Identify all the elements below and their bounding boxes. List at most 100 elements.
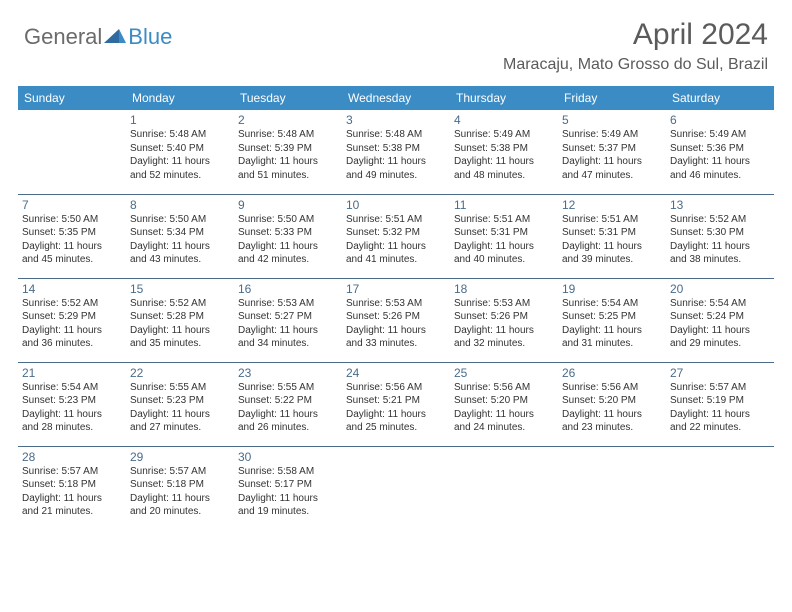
day-info-line: Daylight: 11 hours: [22, 492, 122, 506]
day-info-line: Sunrise: 5:50 AM: [22, 213, 122, 227]
day-info-line: Daylight: 11 hours: [346, 240, 446, 254]
day-info-line: Sunset: 5:31 PM: [454, 226, 554, 240]
calendar-row: 1Sunrise: 5:48 AMSunset: 5:40 PMDaylight…: [18, 110, 774, 194]
day-info-line: Daylight: 11 hours: [454, 408, 554, 422]
day-info-line: Sunset: 5:32 PM: [346, 226, 446, 240]
weekday-header: Sunday: [18, 86, 126, 110]
calendar-row: 28Sunrise: 5:57 AMSunset: 5:18 PMDayligh…: [18, 446, 774, 530]
day-info-line: Sunset: 5:33 PM: [238, 226, 338, 240]
day-info-line: Sunrise: 5:49 AM: [454, 128, 554, 142]
day-info-line: Sunrise: 5:58 AM: [238, 465, 338, 479]
day-info-line: Sunset: 5:36 PM: [670, 142, 770, 156]
day-number: 25: [454, 366, 554, 380]
day-number: 24: [346, 366, 446, 380]
day-number: 9: [238, 198, 338, 212]
calendar-cell: 16Sunrise: 5:53 AMSunset: 5:27 PMDayligh…: [234, 278, 342, 362]
day-info: Sunrise: 5:56 AMSunset: 5:20 PMDaylight:…: [562, 381, 662, 435]
day-info-line: and 46 minutes.: [670, 169, 770, 183]
day-info-line: Daylight: 11 hours: [454, 155, 554, 169]
weekday-header: Thursday: [450, 86, 558, 110]
day-number: 11: [454, 198, 554, 212]
calendar-cell: 29Sunrise: 5:57 AMSunset: 5:18 PMDayligh…: [126, 446, 234, 530]
day-info-line: Sunrise: 5:54 AM: [22, 381, 122, 395]
calendar-cell: 23Sunrise: 5:55 AMSunset: 5:22 PMDayligh…: [234, 362, 342, 446]
day-number: 23: [238, 366, 338, 380]
calendar-cell: 1Sunrise: 5:48 AMSunset: 5:40 PMDaylight…: [126, 110, 234, 194]
calendar-cell: 18Sunrise: 5:53 AMSunset: 5:26 PMDayligh…: [450, 278, 558, 362]
day-number: 21: [22, 366, 122, 380]
calendar-table: Sunday Monday Tuesday Wednesday Thursday…: [18, 86, 774, 530]
day-info-line: Daylight: 11 hours: [238, 408, 338, 422]
day-info-line: Sunrise: 5:50 AM: [238, 213, 338, 227]
day-info: Sunrise: 5:53 AMSunset: 5:27 PMDaylight:…: [238, 297, 338, 351]
day-info-line: Sunset: 5:25 PM: [562, 310, 662, 324]
day-number: 1: [130, 113, 230, 127]
day-info-line: Sunrise: 5:53 AM: [238, 297, 338, 311]
day-info: Sunrise: 5:49 AMSunset: 5:36 PMDaylight:…: [670, 128, 770, 182]
day-info-line: Sunset: 5:35 PM: [22, 226, 122, 240]
day-info: Sunrise: 5:57 AMSunset: 5:19 PMDaylight:…: [670, 381, 770, 435]
day-info: Sunrise: 5:56 AMSunset: 5:20 PMDaylight:…: [454, 381, 554, 435]
day-info-line: Sunset: 5:37 PM: [562, 142, 662, 156]
day-info-line: and 42 minutes.: [238, 253, 338, 267]
day-info-line: and 24 minutes.: [454, 421, 554, 435]
day-info-line: and 28 minutes.: [22, 421, 122, 435]
day-info-line: and 40 minutes.: [454, 253, 554, 267]
weekday-header: Saturday: [666, 86, 774, 110]
title-block: April 2024 Maracaju, Mato Grosso do Sul,…: [503, 18, 768, 74]
day-info-line: Sunrise: 5:48 AM: [130, 128, 230, 142]
day-info-line: Daylight: 11 hours: [346, 324, 446, 338]
calendar-cell: 10Sunrise: 5:51 AMSunset: 5:32 PMDayligh…: [342, 194, 450, 278]
day-info: Sunrise: 5:50 AMSunset: 5:35 PMDaylight:…: [22, 213, 122, 267]
day-info-line: Daylight: 11 hours: [238, 492, 338, 506]
day-info: Sunrise: 5:58 AMSunset: 5:17 PMDaylight:…: [238, 465, 338, 519]
day-number: 7: [22, 198, 122, 212]
weekday-header: Wednesday: [342, 86, 450, 110]
calendar-cell: [18, 110, 126, 194]
day-info: Sunrise: 5:53 AMSunset: 5:26 PMDaylight:…: [346, 297, 446, 351]
logo-text-part1: General: [24, 24, 102, 50]
day-info-line: Sunset: 5:23 PM: [22, 394, 122, 408]
day-info-line: Daylight: 11 hours: [670, 324, 770, 338]
day-info-line: and 33 minutes.: [346, 337, 446, 351]
day-info-line: and 35 minutes.: [130, 337, 230, 351]
day-info: Sunrise: 5:55 AMSunset: 5:23 PMDaylight:…: [130, 381, 230, 435]
day-number: 12: [562, 198, 662, 212]
day-info: Sunrise: 5:51 AMSunset: 5:32 PMDaylight:…: [346, 213, 446, 267]
day-info-line: Daylight: 11 hours: [238, 240, 338, 254]
calendar-cell: [558, 446, 666, 530]
day-info-line: Sunrise: 5:56 AM: [346, 381, 446, 395]
day-info-line: Sunset: 5:40 PM: [130, 142, 230, 156]
day-info: Sunrise: 5:48 AMSunset: 5:38 PMDaylight:…: [346, 128, 446, 182]
day-info-line: Sunset: 5:23 PM: [130, 394, 230, 408]
day-info-line: and 23 minutes.: [562, 421, 662, 435]
day-info-line: Sunrise: 5:56 AM: [454, 381, 554, 395]
day-info-line: Sunrise: 5:48 AM: [346, 128, 446, 142]
day-info: Sunrise: 5:54 AMSunset: 5:23 PMDaylight:…: [22, 381, 122, 435]
logo: General Blue: [24, 24, 172, 50]
day-info: Sunrise: 5:49 AMSunset: 5:37 PMDaylight:…: [562, 128, 662, 182]
day-info-line: and 32 minutes.: [454, 337, 554, 351]
day-info-line: Daylight: 11 hours: [562, 324, 662, 338]
day-info-line: Sunrise: 5:49 AM: [670, 128, 770, 142]
day-info-line: Sunrise: 5:57 AM: [22, 465, 122, 479]
day-number: 29: [130, 450, 230, 464]
day-info-line: Sunrise: 5:55 AM: [130, 381, 230, 395]
logo-text-part2: Blue: [128, 24, 172, 50]
calendar-cell: 13Sunrise: 5:52 AMSunset: 5:30 PMDayligh…: [666, 194, 774, 278]
day-info-line: Sunrise: 5:56 AM: [562, 381, 662, 395]
calendar-cell: 4Sunrise: 5:49 AMSunset: 5:38 PMDaylight…: [450, 110, 558, 194]
calendar-cell: 25Sunrise: 5:56 AMSunset: 5:20 PMDayligh…: [450, 362, 558, 446]
day-info-line: and 49 minutes.: [346, 169, 446, 183]
day-number: 6: [670, 113, 770, 127]
calendar-cell: 27Sunrise: 5:57 AMSunset: 5:19 PMDayligh…: [666, 362, 774, 446]
day-info-line: Sunset: 5:27 PM: [238, 310, 338, 324]
calendar-row: 14Sunrise: 5:52 AMSunset: 5:29 PMDayligh…: [18, 278, 774, 362]
calendar-cell: 15Sunrise: 5:52 AMSunset: 5:28 PMDayligh…: [126, 278, 234, 362]
day-info-line: Sunset: 5:30 PM: [670, 226, 770, 240]
day-info: Sunrise: 5:51 AMSunset: 5:31 PMDaylight:…: [454, 213, 554, 267]
day-info-line: Sunrise: 5:57 AM: [670, 381, 770, 395]
day-info-line: Sunrise: 5:52 AM: [670, 213, 770, 227]
day-info-line: and 43 minutes.: [130, 253, 230, 267]
day-info-line: Sunrise: 5:54 AM: [562, 297, 662, 311]
